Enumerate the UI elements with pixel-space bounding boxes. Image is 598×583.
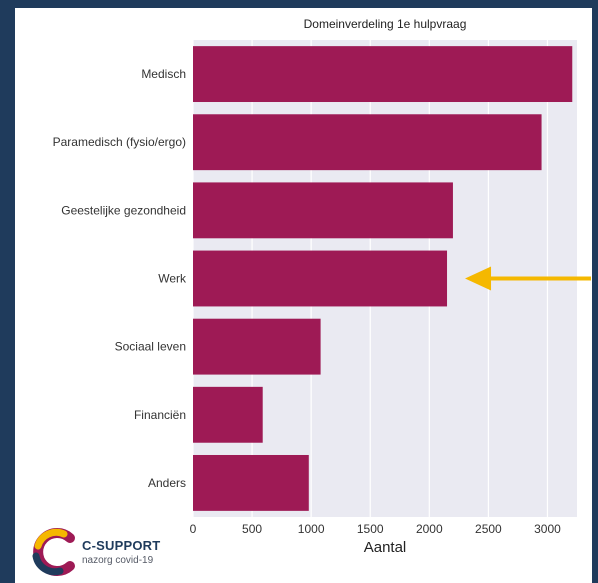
category-label-5: Financiën <box>134 408 186 422</box>
bars <box>193 46 573 511</box>
x-tick-label-0: 0 <box>190 522 197 536</box>
logo-subtitle: nazorg covid-19 <box>82 555 154 566</box>
x-tick-labels: 0 500 1000 1500 2000 2500 3000 <box>190 522 561 536</box>
category-labels: Medisch Paramedisch (fysio/ergo) Geestelij… <box>53 67 187 490</box>
x-tick-label-2500: 2500 <box>475 522 502 536</box>
category-label-3: Werk <box>158 272 187 286</box>
bar-6 <box>193 454 309 511</box>
category-label-1: Paramedisch (fysio/ergo) <box>53 135 186 149</box>
x-tick-label-1500: 1500 <box>357 522 384 536</box>
arrow-head <box>465 266 492 291</box>
category-label-6: Anders <box>148 476 186 490</box>
frame-left-border <box>0 0 15 583</box>
category-label-2: Geestelijke gezondheid <box>61 203 186 217</box>
chart-title: Domeinverdeling 1e hulpvraag <box>304 17 467 31</box>
bar-1 <box>193 114 542 171</box>
frame-right-border <box>592 0 598 583</box>
category-label-4: Sociaal leven <box>115 340 186 354</box>
bar-4 <box>193 318 321 375</box>
bar-2 <box>193 182 453 239</box>
x-tick-label-3000: 3000 <box>534 522 561 536</box>
annotation-arrow <box>465 266 591 291</box>
category-label-0: Medisch <box>141 67 186 81</box>
bar-0 <box>193 46 573 103</box>
bar-5 <box>193 386 263 443</box>
c-support-logo: C-SUPPORT nazorg covid-19 <box>30 528 200 578</box>
x-axis-label: Aantal <box>364 539 407 556</box>
logo-name: C-SUPPORT <box>82 538 161 553</box>
x-tick-label-2000: 2000 <box>416 522 443 536</box>
x-tick-label-500: 500 <box>242 522 262 536</box>
c-support-logo-icon <box>32 528 75 576</box>
bar-3 <box>193 250 448 307</box>
x-tick-label-1000: 1000 <box>298 522 325 536</box>
